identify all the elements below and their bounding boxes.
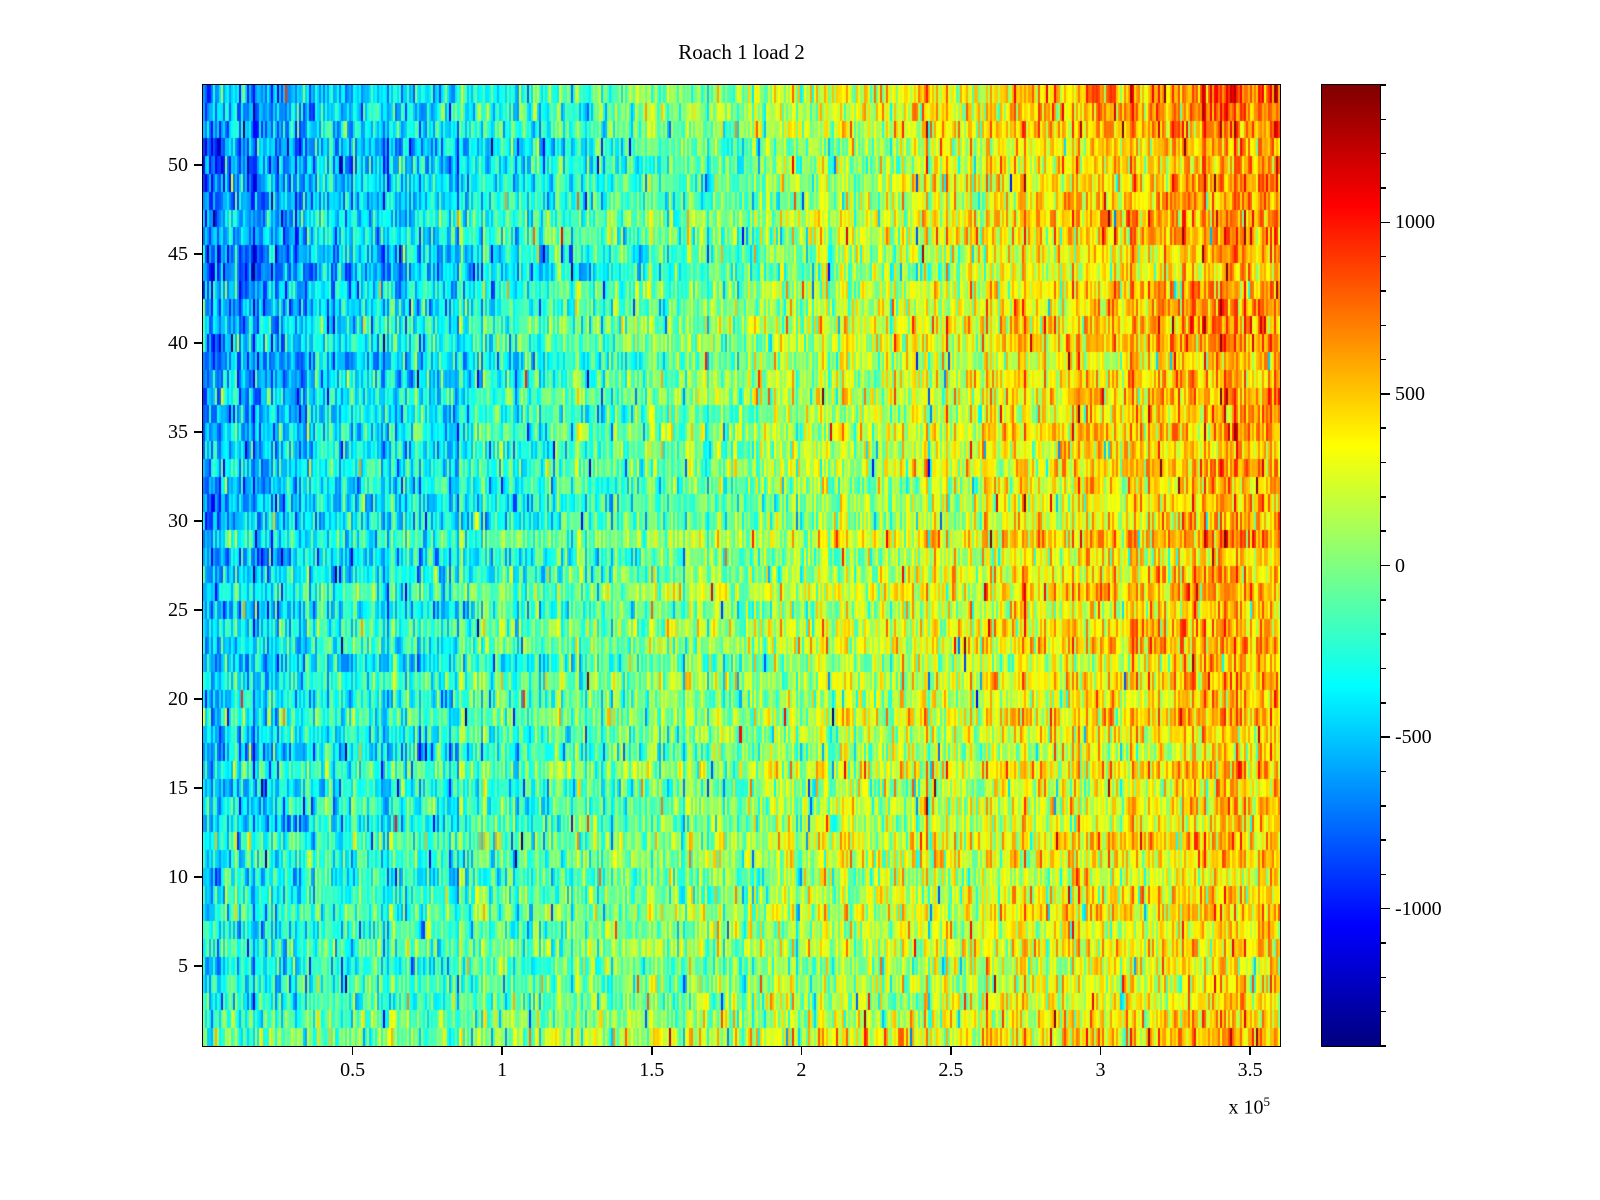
colorbar-major-tick [1381,564,1390,567]
colorbar-minor-tick [1381,290,1386,292]
colorbar-minor-tick [1381,942,1386,944]
y-axis-tick-label: 40 [168,332,188,355]
colorbar-minor-tick [1381,496,1386,498]
x-axis-tick [1099,1047,1102,1055]
colorbar-minor-tick [1381,839,1386,841]
x-axis-tick-label: 3.5 [1237,1059,1263,1081]
y-axis-tick-label: 5 [178,954,188,977]
chart-title: Roach 1 load 2 [678,40,805,64]
y-axis-tick-label: 45 [168,243,188,266]
y-axis-tick [194,520,202,522]
colorbar-minor-tick [1381,187,1386,189]
colorbar-tick-label: -500 [1395,726,1432,749]
colorbar-tick-label: 1000 [1395,211,1435,234]
colorbar-minor-tick [1381,599,1386,601]
y-axis-tick [194,253,202,255]
colorbar-minor-tick [1381,633,1386,635]
x-axis-tick [351,1047,354,1055]
x-axis-tick-label: 2 [796,1059,807,1081]
colorbar-minor-tick [1381,805,1386,807]
colorbar-canvas [1322,85,1380,1046]
x-axis-tick [950,1047,952,1055]
colorbar-minor-tick [1381,873,1386,876]
heatmap-canvas [203,85,1280,1046]
x-axis-tick-label: 2.5 [938,1059,964,1081]
colorbar-major-tick [1381,221,1390,224]
y-axis-tick-label: 35 [168,421,188,444]
y-axis-tick [194,787,202,789]
y-axis-tick [194,965,202,967]
x-axis-tick-label: 0.5 [340,1059,366,1081]
y-axis-tick-label: 25 [168,598,188,621]
y-axis-tick [194,342,202,344]
colorbar-minor-tick [1381,976,1386,979]
x-axis-tick [1249,1047,1251,1055]
colorbar-minor-tick [1381,427,1386,429]
colorbar-minor-tick [1381,667,1386,670]
colorbar-minor-tick [1381,461,1386,464]
colorbar-tick-label: 500 [1395,382,1425,405]
x-axis-tick [800,1047,803,1055]
y-axis-tick-label: 20 [168,687,188,710]
colorbar-major-tick [1381,393,1390,395]
colorbar-minor-tick [1381,358,1386,361]
heatmap-plot-area [202,84,1281,1047]
colorbar-tick-label: -1000 [1395,897,1442,920]
x-axis-offset-base: x 10 [1228,1096,1264,1119]
colorbar-minor-tick [1381,255,1386,258]
y-axis-tick [194,609,202,611]
colorbar-minor-tick [1381,324,1386,326]
colorbar-minor-tick [1381,118,1386,121]
colorbar-minor-tick [1381,702,1386,704]
colorbar-minor-tick [1381,152,1386,155]
y-axis-tick-label: 10 [168,865,188,888]
x-axis-offset-label: x 105 [1100,1094,1271,1120]
colorbar-minor-tick [1381,770,1386,773]
colorbar-minor-tick [1381,1010,1386,1013]
colorbar-minor-tick [1381,1045,1386,1047]
colorbar-tick-label: 0 [1395,554,1405,577]
y-axis-tick-label: 15 [168,776,188,799]
colorbar-major-tick [1381,907,1390,910]
y-axis-tick [194,164,202,166]
x-axis-tick [651,1047,653,1055]
y-axis-tick [194,431,202,433]
x-axis-tick-label: 3 [1095,1059,1106,1081]
colorbar-major-tick [1381,736,1390,738]
x-axis-tick [501,1047,503,1055]
y-axis-tick-label: 30 [168,510,188,532]
colorbar-minor-tick [1381,84,1386,86]
x-axis-offset-exponent: 5 [1263,1094,1271,1109]
x-axis-tick-label: 1.5 [639,1059,665,1081]
x-axis-tick-label: 1 [497,1059,508,1081]
colorbar-minor-tick [1381,530,1386,532]
y-axis-tick [194,876,202,878]
colorbar [1321,84,1381,1047]
y-axis-tick-label: 50 [168,154,188,177]
y-axis-tick [194,698,202,700]
